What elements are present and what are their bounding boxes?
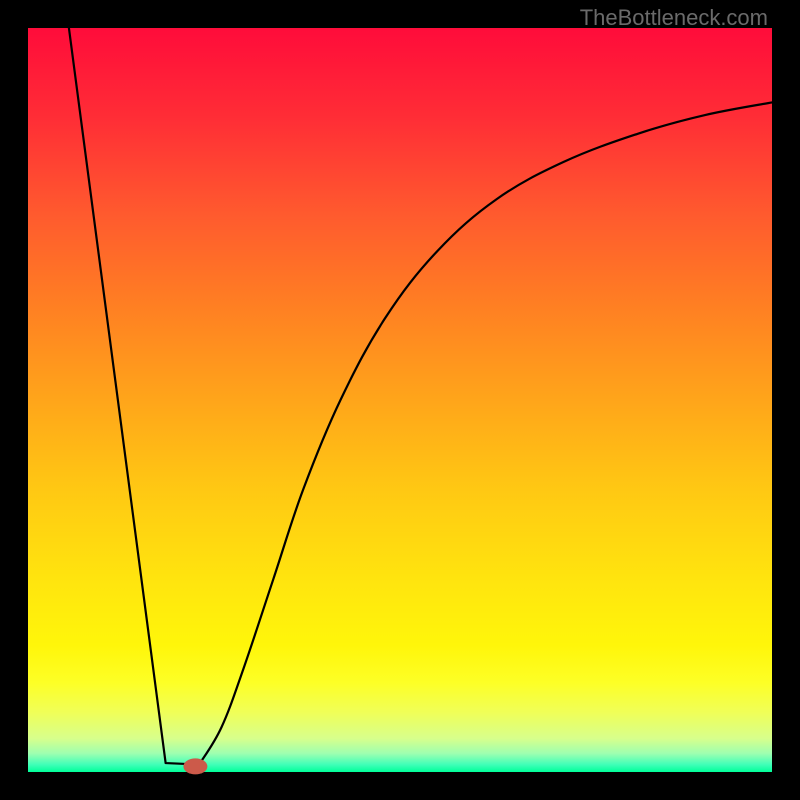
chart-canvas: [0, 0, 800, 800]
vertex-marker: [183, 758, 207, 774]
watermark-text: TheBottleneck.com: [580, 5, 768, 31]
plot-background: [28, 28, 772, 772]
chart-frame: TheBottleneck.com: [0, 0, 800, 800]
